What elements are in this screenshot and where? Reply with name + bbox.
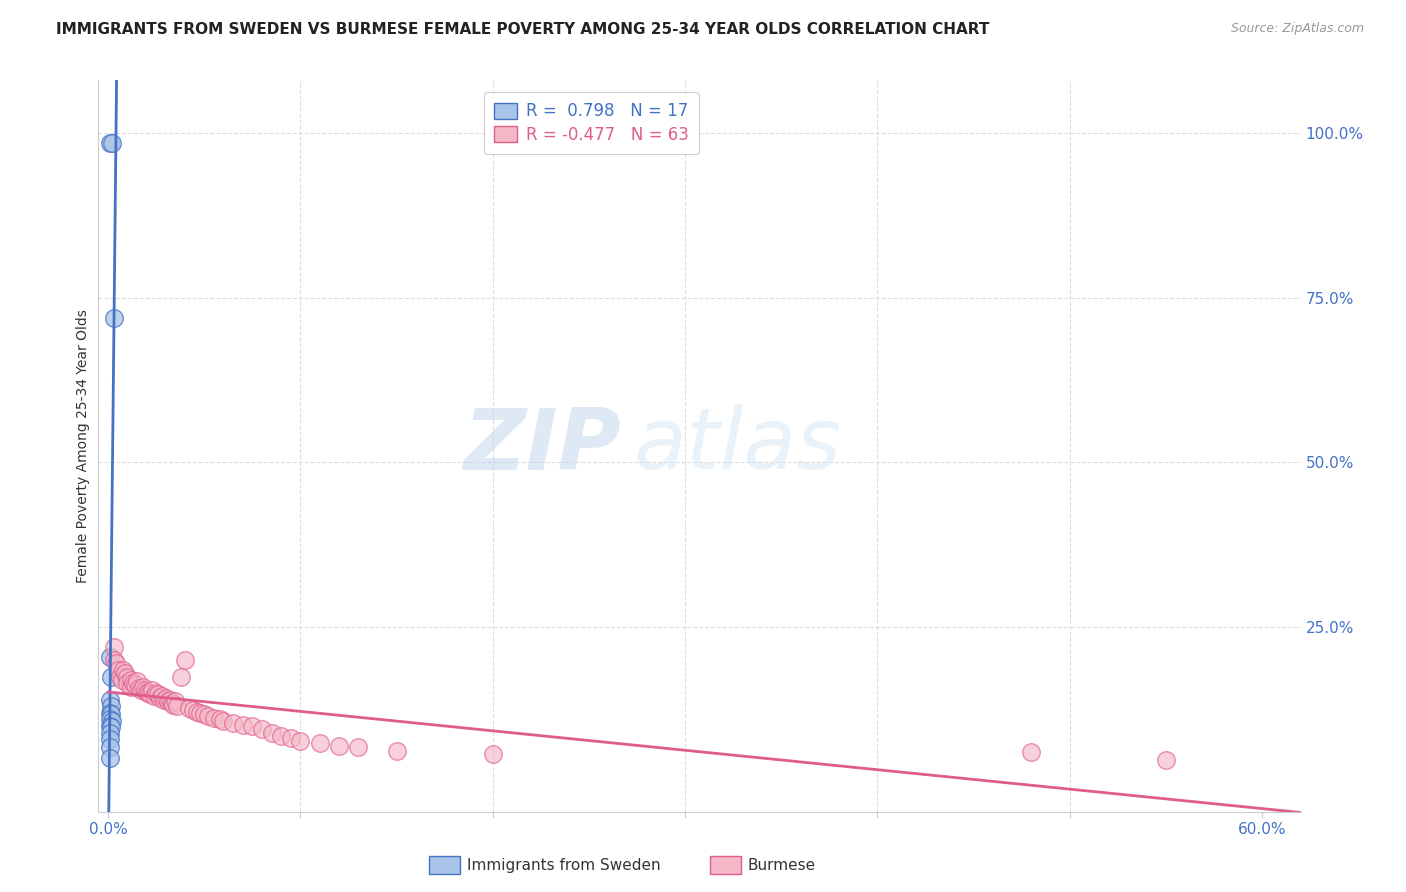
Point — [98, 713, 121, 727]
Point — [103, 653, 125, 667]
Point — [174, 653, 197, 667]
Point — [114, 666, 136, 681]
Point — [138, 686, 160, 700]
Point — [166, 699, 188, 714]
Point — [104, 657, 127, 671]
Point — [108, 670, 131, 684]
Point — [150, 690, 173, 704]
Point — [107, 663, 129, 677]
Text: Burmese: Burmese — [748, 858, 815, 872]
Point — [186, 705, 208, 719]
Point — [159, 692, 181, 706]
Point — [170, 670, 193, 684]
Point — [98, 136, 121, 150]
Point — [270, 729, 292, 743]
Point — [125, 674, 148, 689]
Point — [155, 691, 177, 706]
Point — [128, 681, 150, 695]
Point — [98, 732, 121, 747]
Point — [181, 702, 204, 716]
Point — [308, 735, 330, 749]
Point — [100, 699, 122, 714]
Point — [98, 750, 121, 764]
Text: ZIP: ZIP — [464, 404, 621, 488]
Point — [197, 709, 219, 723]
Point — [202, 711, 225, 725]
Point — [232, 717, 254, 731]
Point — [98, 719, 121, 733]
Point — [193, 707, 215, 722]
Point — [162, 698, 184, 712]
Point — [208, 713, 231, 727]
Point — [165, 694, 187, 708]
Point — [141, 682, 163, 697]
Point — [122, 676, 145, 690]
Point — [250, 723, 273, 737]
Point — [143, 690, 166, 704]
Point — [103, 310, 125, 325]
Point — [100, 720, 122, 734]
Point — [98, 692, 121, 706]
Point — [156, 694, 179, 708]
Text: atlas: atlas — [633, 404, 841, 488]
Point — [112, 663, 135, 677]
Point — [98, 649, 121, 664]
Point — [149, 690, 172, 705]
Point — [100, 670, 122, 684]
Text: Source: ZipAtlas.com: Source: ZipAtlas.com — [1230, 22, 1364, 36]
Point — [101, 136, 124, 150]
Point — [129, 682, 152, 697]
Point — [139, 688, 162, 702]
Point — [145, 686, 167, 700]
Y-axis label: Female Poverty Among 25-34 Year Olds: Female Poverty Among 25-34 Year Olds — [76, 309, 90, 583]
Point — [212, 714, 235, 728]
Point — [134, 682, 156, 697]
Point — [280, 731, 302, 745]
Point — [98, 740, 121, 755]
Point — [328, 739, 350, 753]
Point — [100, 707, 122, 722]
Point — [98, 725, 121, 739]
Point — [110, 673, 132, 687]
Point — [153, 692, 176, 706]
Point — [222, 715, 245, 730]
Point — [385, 744, 408, 758]
Point — [120, 673, 142, 687]
Point — [1019, 746, 1042, 760]
Point — [103, 640, 125, 654]
Point — [124, 678, 146, 692]
Point — [117, 676, 139, 690]
Point — [260, 725, 283, 739]
Point — [481, 747, 503, 761]
Point — [347, 740, 370, 755]
Point — [190, 706, 212, 720]
Text: Immigrants from Sweden: Immigrants from Sweden — [467, 858, 661, 872]
Point — [101, 714, 124, 728]
Point — [1154, 753, 1177, 767]
Point — [290, 733, 312, 747]
Text: IMMIGRANTS FROM SWEDEN VS BURMESE FEMALE POVERTY AMONG 25-34 YEAR OLDS CORRELATI: IMMIGRANTS FROM SWEDEN VS BURMESE FEMALE… — [56, 22, 990, 37]
Point — [135, 685, 157, 699]
Point — [120, 680, 142, 694]
Point — [240, 719, 263, 733]
Point — [117, 670, 139, 684]
Point — [146, 688, 169, 702]
Point — [177, 700, 200, 714]
Legend: R =  0.798   N = 17, R = -0.477   N = 63: R = 0.798 N = 17, R = -0.477 N = 63 — [484, 92, 699, 154]
Point — [98, 706, 121, 720]
Point — [131, 680, 153, 694]
Point — [160, 696, 183, 710]
